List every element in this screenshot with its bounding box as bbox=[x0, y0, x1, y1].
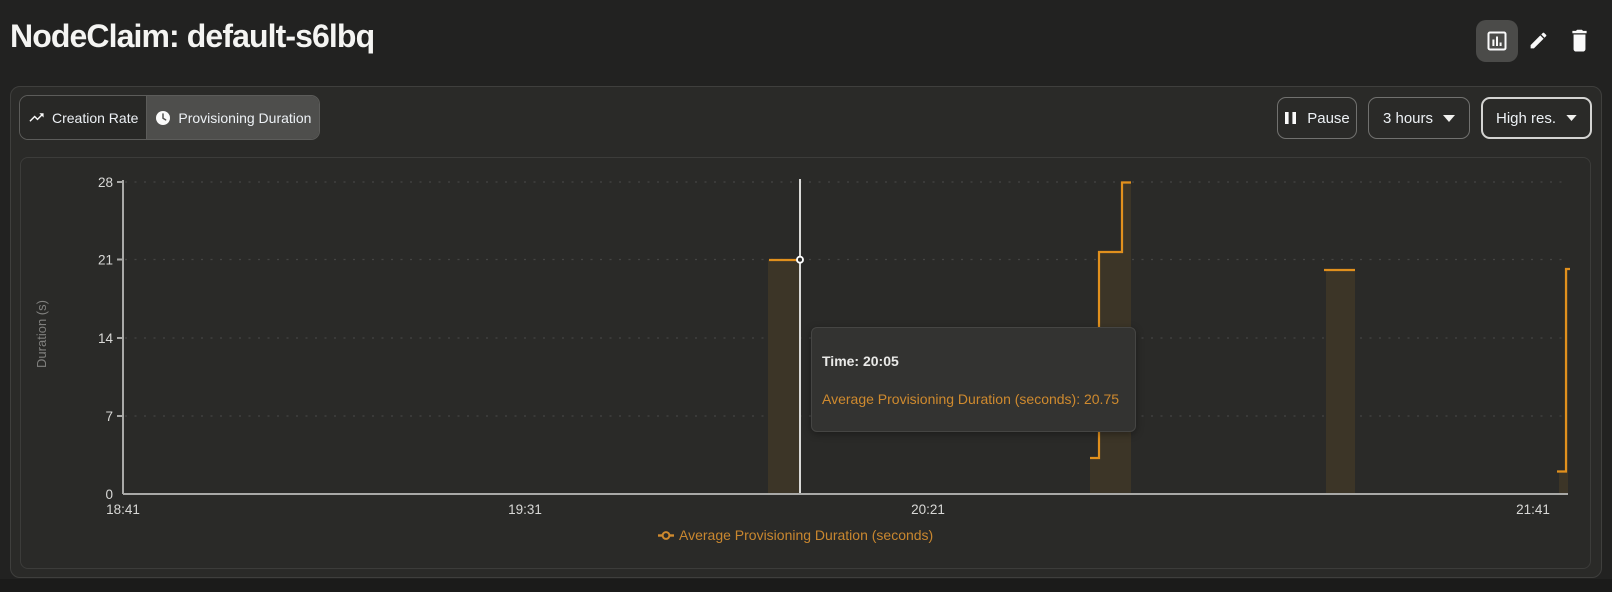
svg-text:21:41: 21:41 bbox=[1516, 502, 1550, 517]
svg-text:21: 21 bbox=[98, 253, 113, 268]
svg-text:14: 14 bbox=[98, 331, 114, 346]
svg-text:19:31: 19:31 bbox=[508, 502, 542, 517]
svg-text:18:41: 18:41 bbox=[106, 502, 140, 517]
svg-text:7: 7 bbox=[105, 409, 113, 424]
svg-text:Duration (s): Duration (s) bbox=[34, 300, 49, 368]
svg-text:28: 28 bbox=[98, 175, 113, 190]
svg-text:Average Provisioning Duration: Average Provisioning Duration (seconds) bbox=[679, 527, 933, 543]
svg-text:0: 0 bbox=[105, 487, 113, 502]
svg-text:20:21: 20:21 bbox=[911, 502, 945, 517]
